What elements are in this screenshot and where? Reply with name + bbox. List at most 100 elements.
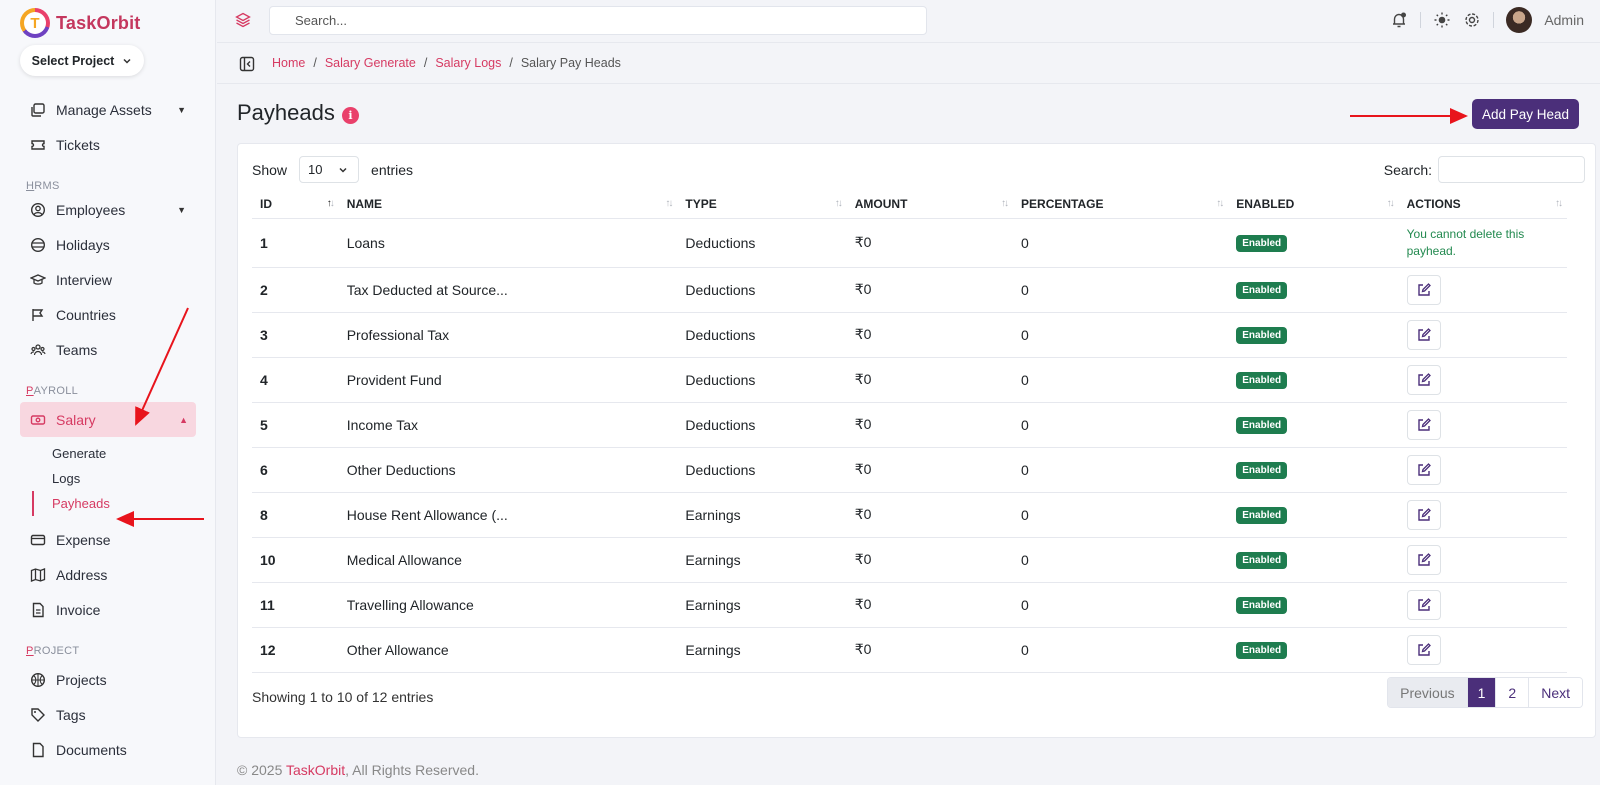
cell-type: Deductions [677, 402, 847, 448]
column-label: ACTIONS [1406, 196, 1461, 211]
entries-length-control: Show 10 entries [252, 156, 413, 183]
cell-type: Deductions [677, 357, 847, 403]
cell-type: Deductions [677, 267, 847, 313]
cell-name: Travelling Allowance [338, 582, 678, 628]
column-label: NAME [346, 196, 383, 211]
sidebar-item-countries[interactable]: Countries [0, 297, 215, 332]
table-row: 8 House Rent Allowance (... Earnings ₹0 0 Ena… [252, 492, 1567, 538]
sidebar-item-invoice[interactable]: Invoice [0, 592, 215, 627]
chevron-down-icon [123, 58, 131, 64]
sidebar-subitem-logs[interactable]: Logs [0, 466, 215, 491]
edit-button[interactable] [1406, 364, 1441, 395]
status-badge: Enabled [1236, 372, 1288, 389]
pagination-next[interactable]: Next [1529, 678, 1582, 707]
cell-id: 10 [252, 537, 339, 583]
sun-icon[interactable] [1433, 11, 1451, 29]
column-header-percentage[interactable]: PERCENTAGE ↑↓ [1013, 190, 1229, 219]
cell-percentage: 0 [1013, 357, 1229, 403]
user-name[interactable]: Admin [1544, 12, 1584, 28]
entries-select[interactable]: 10 [299, 156, 360, 183]
footer-suffix: , All Rights Reserved. [345, 762, 479, 778]
gear-icon[interactable] [1463, 11, 1481, 29]
cell-name: Other Allowance [338, 627, 678, 673]
global-search-input[interactable]: Search... [269, 6, 927, 35]
sidebar-item-tickets[interactable]: Tickets [0, 127, 215, 162]
footer-brand-link[interactable]: TaskOrbit [286, 762, 346, 778]
edit-button[interactable] [1406, 499, 1441, 530]
cell-actions [1398, 492, 1567, 538]
edit-button[interactable] [1406, 544, 1441, 575]
money-icon [30, 414, 46, 425]
table-header-row: ID ↑↓ NAME ↑↓ TYPE ↑↓ AMOUNT ↑↓ PERCENTAGE ↑↓… [252, 190, 1567, 219]
sidebar-item-tags[interactable]: Tags [0, 697, 215, 732]
column-header-amount[interactable]: AMOUNT ↑↓ [846, 190, 1014, 219]
breadcrumb-home[interactable]: Home [272, 56, 306, 70]
avatar[interactable] [1506, 7, 1533, 33]
breadcrumb-bar: Home / Salary Generate / Salary Logs / S… [217, 44, 1600, 84]
cell-amount: ₹0 [846, 447, 1014, 493]
sidebar-item-address[interactable]: Address [0, 557, 215, 592]
table-row: 2 Tax Deducted at Source... Deductions ₹0 0 E… [252, 267, 1567, 313]
sidebar-item-holidays[interactable]: Holidays [0, 227, 215, 262]
edit-icon [1417, 417, 1431, 431]
column-header-name[interactable]: NAME ↑↓ [338, 190, 678, 219]
select-project-dropdown[interactable]: Select Project [20, 45, 144, 76]
column-header-type[interactable]: TYPE ↑↓ [677, 190, 847, 219]
cell-enabled: Enabled [1228, 312, 1399, 358]
footer: © 2025 TaskOrbit, All Rights Reserved. [237, 762, 479, 778]
sidebar-subitem-generate[interactable]: Generate [0, 441, 215, 466]
info-icon[interactable]: i [342, 107, 359, 124]
column-header-id[interactable]: ID ↑↓ [252, 190, 339, 219]
sort-icon: ↑↓ [834, 198, 843, 209]
cell-type: Earnings [677, 582, 847, 628]
sidebar-item-interview[interactable]: Interview [0, 262, 215, 297]
caret-down-icon: ▼ [177, 204, 186, 215]
edit-button[interactable] [1406, 634, 1441, 665]
topbar-actions: Admin [1390, 7, 1584, 33]
edit-button[interactable] [1406, 319, 1441, 350]
edit-button[interactable] [1406, 589, 1441, 620]
sidebar-item-employees[interactable]: Employees ▼ [0, 192, 215, 227]
section-title-rest: AYROLL [33, 385, 79, 397]
table-row: 11 Travelling Allowance Earnings ₹0 0 Enabled [252, 582, 1567, 628]
column-header-enabled[interactable]: ENABLED ↑↓ [1228, 190, 1399, 219]
footer-prefix: © 2025 [237, 762, 286, 778]
edit-icon [1417, 462, 1431, 476]
sidebar-item-salary[interactable]: Salary ▲ [20, 402, 196, 437]
sidebar-subitem-payheads[interactable]: Payheads [0, 491, 215, 516]
layers-icon[interactable] [235, 12, 251, 28]
sidebar-item-documents[interactable]: Documents [0, 732, 215, 767]
sidebar-item-teams[interactable]: Teams [0, 332, 215, 367]
cell-id: 1 [252, 218, 339, 268]
table-search-input[interactable] [1438, 156, 1585, 183]
edit-button[interactable] [1406, 454, 1441, 485]
sidebar-toggle-icon[interactable] [239, 56, 255, 72]
add-pay-head-button[interactable]: Add Pay Head [1472, 99, 1579, 129]
breadcrumb-separator: / [423, 56, 428, 70]
sidebar-item-label: Employees [56, 201, 126, 218]
pagination-previous[interactable]: Previous [1388, 678, 1468, 707]
sidebar-item-projects[interactable]: Projects [0, 662, 215, 697]
brand[interactable]: T TaskOrbit [20, 8, 141, 38]
sidebar-item-manage-assets[interactable]: Manage Assets ▼ [0, 92, 215, 127]
edit-button[interactable] [1406, 409, 1441, 440]
brand-name: TaskOrbit [56, 12, 141, 33]
sidebar-item-label: Holidays [56, 236, 110, 253]
cell-percentage: 0 [1013, 402, 1229, 448]
table-search: Search: [1384, 156, 1585, 183]
cell-amount: ₹0 [846, 402, 1014, 448]
status-badge: Enabled [1236, 462, 1288, 479]
entries-label: entries [371, 161, 414, 178]
breadcrumb-salary-logs[interactable]: Salary Logs [435, 56, 502, 70]
pagination-page-1[interactable]: 1 [1467, 678, 1497, 707]
sidebar-item-label: Expense [56, 531, 111, 548]
bell-icon[interactable] [1390, 11, 1408, 29]
sidebar-item-expense[interactable]: Expense [0, 522, 215, 557]
cell-percentage: 0 [1013, 312, 1229, 358]
breadcrumb-salary-generate[interactable]: Salary Generate [324, 56, 416, 70]
cell-enabled: Enabled [1228, 402, 1399, 448]
edit-button[interactable] [1406, 274, 1441, 305]
column-header-actions[interactable]: ACTIONS ↑↓ [1398, 190, 1567, 219]
pagination-page-2[interactable]: 2 [1496, 678, 1530, 707]
cell-type: Deductions [677, 218, 847, 268]
